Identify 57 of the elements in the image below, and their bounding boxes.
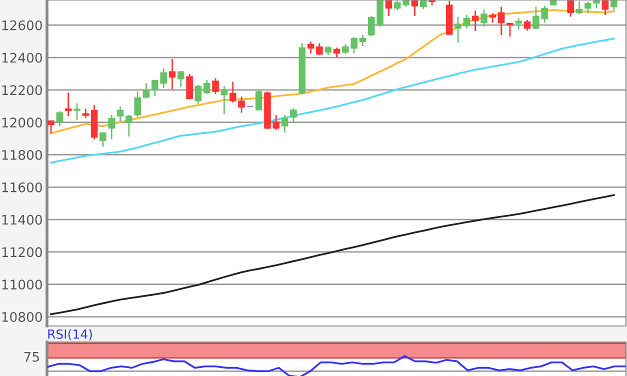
candlestick — [385, 0, 392, 17]
candlestick — [290, 108, 297, 122]
candlestick — [186, 73, 193, 100]
y-tick-label: 12000 — [2, 118, 42, 128]
text: 75 — [24, 352, 39, 362]
chart-title: RSI(14) — [48, 329, 92, 340]
candlestick — [316, 42, 323, 56]
candlestick — [203, 79, 210, 95]
candlestick — [498, 6, 505, 36]
candlestick — [255, 90, 262, 111]
candlestick — [472, 10, 479, 32]
candlestick — [220, 85, 228, 115]
candlestick — [134, 90, 141, 118]
candlestick — [64, 92, 72, 117]
y-tick-label: 11600 — [2, 182, 42, 192]
candlestick — [489, 12, 496, 24]
candlestick — [142, 82, 150, 98]
candlestick — [212, 78, 219, 95]
candlestick — [82, 108, 90, 119]
candlestick — [238, 96, 245, 114]
candlestick — [108, 114, 115, 140]
candlestick — [454, 16, 462, 44]
y-tick-label: 11800 — [2, 150, 42, 160]
candlestick — [126, 114, 132, 138]
candlestick — [333, 46, 340, 58]
candlestick — [48, 120, 54, 134]
candlestick — [116, 106, 124, 122]
candlestick — [272, 114, 280, 131]
candlestick — [524, 19, 531, 32]
candlestick — [281, 114, 288, 134]
candlestick — [463, 14, 470, 30]
y-tick-label: 11200 — [2, 247, 42, 258]
y-tick-label: 10800 — [2, 312, 42, 322]
line-series — [50, 194, 615, 316]
candlestick — [194, 84, 202, 105]
candlestick — [359, 34, 366, 47]
candlestick — [602, 0, 609, 16]
candlestick — [411, 0, 418, 17]
y-tick-label: 12400 — [2, 52, 42, 63]
candlestick — [515, 18, 522, 30]
candlestick — [480, 8, 488, 28]
candlestick — [610, 0, 618, 11]
candlestick — [506, 22, 514, 38]
candlestick — [100, 132, 106, 148]
candlestick — [168, 58, 176, 90]
candlestick — [56, 110, 64, 127]
line-series — [50, 38, 615, 164]
candlestick — [567, 0, 574, 18]
candlestick — [74, 102, 80, 121]
candlestick — [307, 40, 314, 54]
candlestick — [576, 0, 583, 15]
y-tick-label: 11400 — [2, 214, 42, 225]
candlestick — [229, 80, 236, 104]
y-tick-label: 11000 — [2, 280, 42, 290]
y-tick-label: 12600 — [2, 20, 42, 30]
y-tick-label: 12200 — [2, 85, 42, 96]
candlestick — [178, 70, 184, 88]
